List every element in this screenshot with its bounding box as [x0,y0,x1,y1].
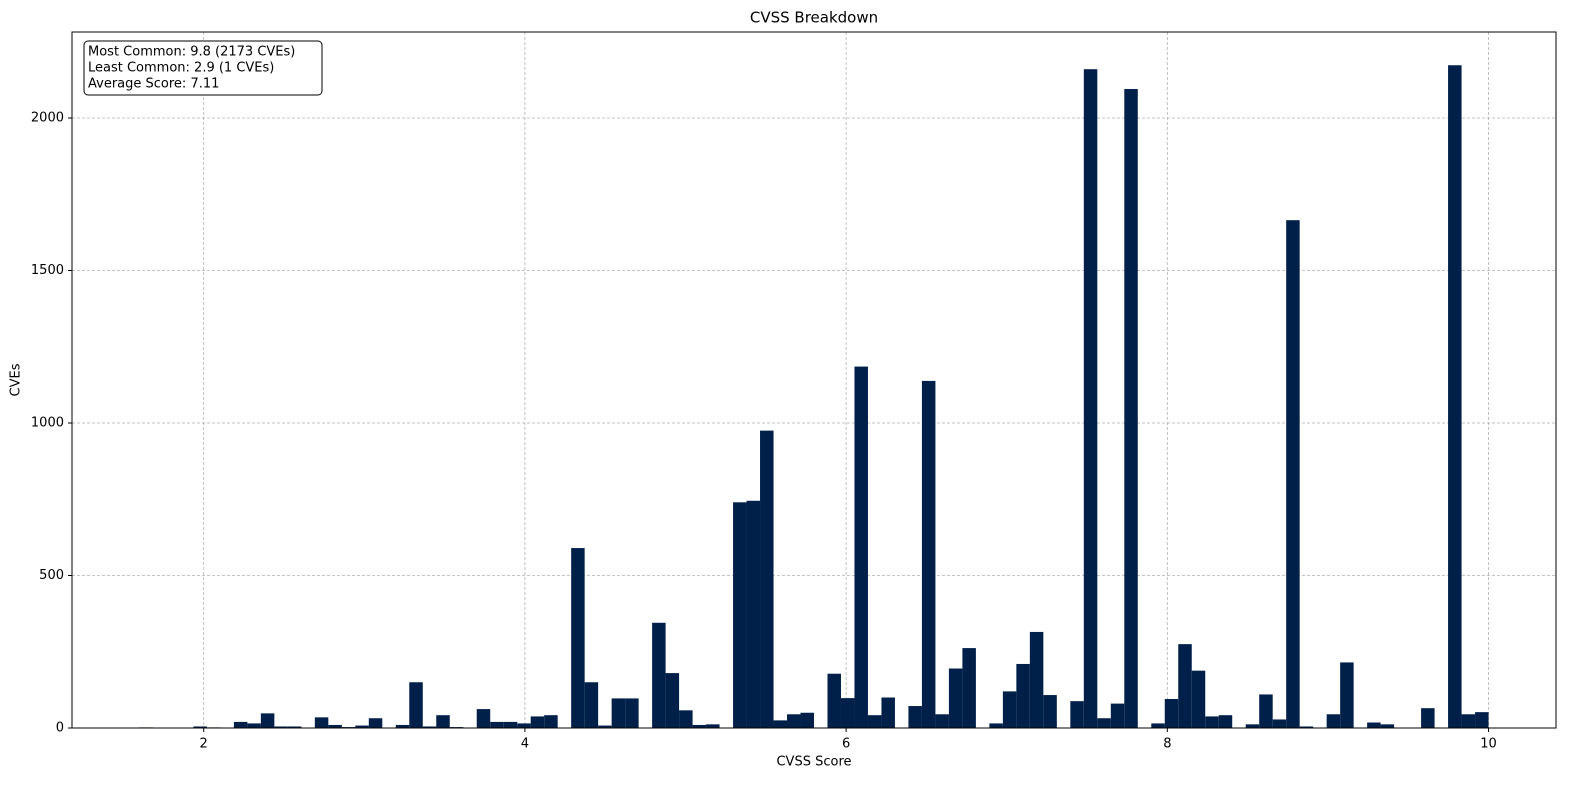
bar [1380,724,1395,728]
bar [948,668,963,728]
bar [571,548,585,728]
annotation-line: Average Score: 7.11 [88,77,219,92]
bar [1461,714,1476,728]
bar [503,721,518,728]
bar [476,709,491,728]
bar [1299,726,1314,728]
x-tick-label: 6 [842,737,850,752]
bar [1448,65,1462,729]
bar [1083,69,1098,728]
x-axis-label: CVSS Score [776,755,851,770]
x-tick-label: 10 [1480,737,1497,752]
bar [625,698,639,728]
bar [800,712,814,728]
bar [1326,714,1341,728]
bar [1218,715,1233,728]
annotation-box [83,40,323,96]
bar [584,682,599,728]
bar [908,706,922,728]
bar [1110,703,1125,728]
bar [1002,691,1017,728]
bar [1367,722,1381,728]
axes-frame [71,31,1557,729]
bar [840,698,855,728]
y-axis-label: CVEs [9,363,24,396]
annotation-line: Most Common: 9.8 (2173 CVEs) [88,45,295,60]
bar [665,673,680,728]
bar [422,726,437,728]
bar [1475,712,1489,728]
bar [1272,719,1287,728]
bar [1016,663,1030,728]
bar [733,502,747,728]
bar [773,720,788,728]
bar [193,726,207,728]
bar [692,724,707,728]
bar [1124,89,1138,728]
bar [1151,723,1165,728]
bar [1340,662,1354,728]
bar [652,622,666,728]
bar [517,723,531,728]
bar [1029,631,1044,728]
bar [706,724,720,728]
x-tick-label: 2 [200,737,208,752]
bar [395,724,410,728]
bar [598,725,612,728]
chart-title: CVSS Breakdown [750,9,878,27]
bar [921,380,936,728]
bar [1259,694,1273,728]
bar [260,713,275,728]
x-tick-label: 8 [1163,737,1171,752]
bar [1043,695,1057,728]
bar [787,714,801,728]
bar [274,726,288,728]
annotation-line: Least Common: 2.9 (1 CVEs) [88,61,274,76]
bar [1421,708,1435,728]
bar [827,673,841,728]
y-tick-label: 500 [39,568,64,583]
bar [490,721,504,728]
y-tick-label: 2000 [31,111,64,126]
bar [1191,670,1206,728]
y-tick-label: 0 [56,721,64,736]
bar [368,718,383,728]
bar [1164,699,1179,728]
bar [233,721,248,728]
bar [1097,718,1111,728]
bar [989,723,1003,728]
bar [854,366,868,728]
y-tick-label: 1000 [31,416,64,431]
bar [328,724,342,728]
bar [1245,724,1260,728]
bar [355,725,369,728]
bar [544,715,558,728]
bar [935,714,949,728]
bar [1070,701,1084,728]
bar [1286,220,1300,728]
bar [247,723,261,728]
bar [436,715,450,728]
bar [1178,644,1192,728]
bar [611,698,626,728]
bar [746,500,761,728]
x-tick-label: 4 [521,737,529,752]
bar [881,697,895,728]
bar [679,710,693,728]
bar [314,717,329,728]
bar [1205,716,1219,728]
bar [409,682,423,728]
bar [962,648,976,728]
bar [760,430,774,728]
bar [530,716,545,728]
bar [867,715,882,728]
y-tick-label: 1500 [31,263,64,278]
bar [287,726,302,728]
